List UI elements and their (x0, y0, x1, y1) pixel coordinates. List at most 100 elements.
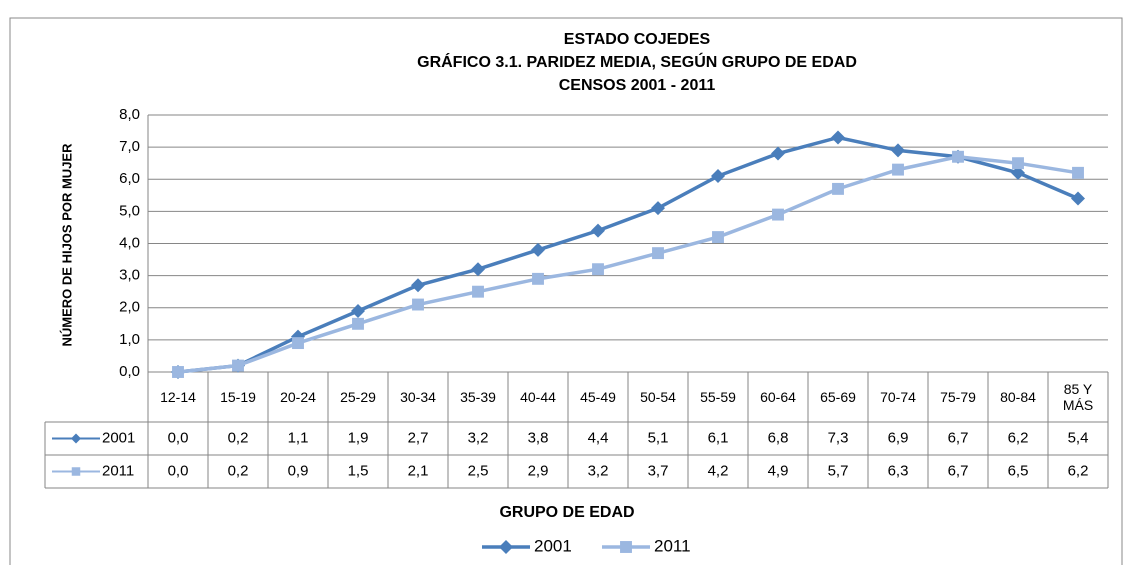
x-tick-label: 45-49 (580, 389, 616, 405)
y-tick-label: 0,0 (119, 363, 140, 380)
x-tick-label-box: 45-49 (580, 389, 616, 405)
table-value: 7,3 (828, 429, 849, 446)
chart-title: ESTADO COJEDES (564, 31, 711, 48)
marker (71, 467, 81, 476)
marker (1071, 191, 1085, 206)
x-tick-label-box: 40-44 (520, 389, 556, 405)
x-tick-label: 75-79 (940, 389, 976, 405)
table-value: 2,7 (408, 429, 429, 446)
table-value: 6,3 (888, 462, 909, 479)
table-value: 2,5 (468, 462, 489, 479)
x-tick-label: 20-24 (280, 389, 316, 405)
x-tick-label: 12-14 (160, 389, 196, 405)
x-tick-label-box: 85 Y MÁS (1062, 381, 1094, 413)
marker (351, 303, 365, 318)
x-tick-label: 15-19 (220, 389, 256, 405)
x-tick-label: 85 Y MÁS (1062, 381, 1094, 413)
marker (71, 433, 81, 444)
table-value: 6,1 (708, 429, 729, 446)
x-tick-label-box: 30-34 (400, 389, 436, 405)
y-tick-label: 4,0 (119, 234, 140, 251)
x-tick-label: 80-84 (1000, 389, 1036, 405)
marker (472, 285, 484, 298)
marker (891, 143, 905, 158)
table-value: 3,2 (588, 462, 609, 479)
x-tick-label: 70-74 (880, 389, 916, 405)
table-value: 6,8 (768, 429, 789, 446)
marker (832, 182, 844, 195)
x-tick-label-box: 65-69 (820, 389, 856, 405)
y-tick-label: 2,0 (119, 299, 140, 316)
legend-label: 2011 (102, 462, 134, 479)
table-value: 1,5 (348, 462, 369, 479)
table-value: 5,4 (1068, 429, 1089, 446)
x-tick-label-box: 25-29 (340, 389, 376, 405)
x-tick-label: 30-34 (400, 389, 436, 405)
x-tick-label-box: 70-74 (880, 389, 916, 405)
table-value: 6,2 (1068, 462, 1089, 479)
marker (531, 242, 545, 257)
table-value: 3,8 (528, 429, 549, 446)
x-tick-label: 35-39 (460, 389, 496, 405)
marker (292, 337, 304, 350)
x-tick-label: 65-69 (820, 389, 856, 405)
table-value: 6,2 (1008, 429, 1029, 446)
table-value: 4,4 (588, 429, 609, 446)
y-axis-title: NÚMERO DE HIJOS POR MUJER (59, 143, 74, 347)
marker (411, 278, 425, 293)
series-line (177, 135, 1079, 374)
chart-title: CENSOS 2001 - 2011 (559, 77, 716, 94)
marker (499, 540, 513, 554)
x-tick-label-box: 55-59 (700, 389, 736, 405)
x-tick-label: 25-29 (340, 389, 376, 405)
table-value: 4,2 (708, 462, 729, 479)
table-value: 1,1 (288, 429, 309, 446)
marker (352, 317, 364, 330)
table-value: 6,5 (1008, 462, 1029, 479)
y-tick-label: 1,0 (119, 331, 140, 348)
marker (620, 541, 632, 553)
marker (592, 263, 604, 276)
table-value: 5,7 (828, 462, 849, 479)
table-value: 0,2 (228, 462, 249, 479)
marker (172, 366, 184, 378)
x-tick-label: 60-64 (760, 389, 796, 405)
table-value: 0,2 (228, 429, 249, 446)
x-tick-label-box: 35-39 (460, 389, 496, 405)
marker (831, 130, 845, 145)
y-tick-label: 8,0 (119, 106, 140, 123)
table-value: 4,9 (768, 462, 789, 479)
table-value: 2,9 (528, 462, 549, 479)
table-value: 6,9 (888, 429, 909, 446)
x-tick-label-box: 50-54 (640, 389, 676, 405)
x-axis-title: GRUPO DE EDAD (499, 504, 634, 521)
marker (1072, 166, 1084, 179)
marker (471, 262, 485, 277)
marker (232, 359, 244, 372)
table-value: 0,0 (168, 462, 189, 479)
marker (532, 272, 544, 285)
marker (711, 169, 725, 184)
table-value: 1,9 (348, 429, 369, 446)
marker (771, 146, 785, 161)
x-tick-label: 55-59 (700, 389, 736, 405)
table-value: 6,7 (948, 462, 969, 479)
marker (952, 150, 964, 163)
y-tick-label: 7,0 (119, 138, 140, 155)
table-value: 0,9 (288, 462, 309, 479)
table-value: 3,7 (648, 462, 669, 479)
x-tick-label-box: 75-79 (940, 389, 976, 405)
legend-label: 2011 (654, 536, 691, 555)
y-tick-label: 6,0 (119, 170, 140, 187)
marker (651, 201, 665, 216)
table-value: 3,2 (468, 429, 489, 446)
x-tick-label-box: 60-64 (760, 389, 796, 405)
marker (712, 231, 724, 244)
table-value: 5,1 (648, 429, 669, 446)
x-tick-label: 40-44 (520, 389, 556, 405)
legend-label: 2001 (102, 429, 135, 446)
marker (1012, 157, 1024, 170)
marker (772, 208, 784, 221)
marker (412, 298, 424, 311)
